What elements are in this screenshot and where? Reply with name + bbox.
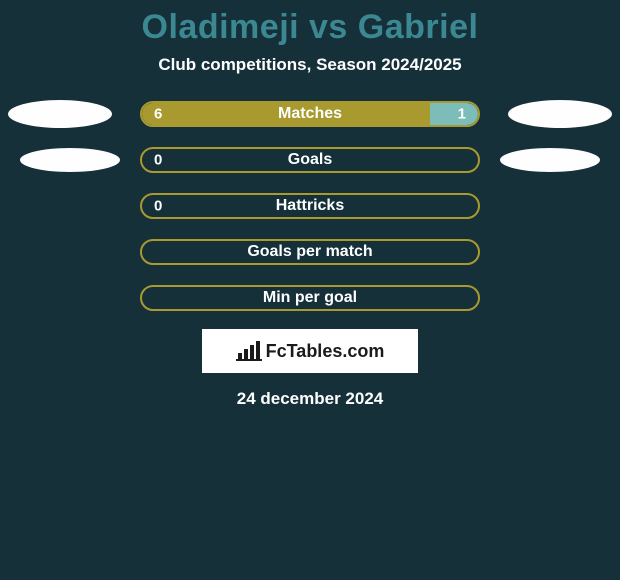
- stat-bar: Goals0: [140, 147, 480, 173]
- stat-bar: Matches6 1: [140, 101, 480, 127]
- stat-rows: Matches61Goals0Hattricks0Goals per match…: [0, 101, 620, 311]
- stat-bar: Min per goal: [140, 285, 480, 311]
- stat-bar-left-value: 0: [154, 198, 162, 215]
- player-right-avatar: [500, 148, 600, 172]
- player-left-avatar: [8, 100, 112, 128]
- stat-bar-label: Matches: [142, 105, 478, 123]
- date-label: 24 december 2024: [0, 389, 620, 409]
- stat-bar-label: Goals per match: [142, 243, 478, 261]
- stat-bar-label: Hattricks: [142, 197, 478, 215]
- logo-text: FcTables.com: [266, 341, 385, 362]
- logo-box: FcTables.com: [202, 329, 418, 373]
- stat-bar-label: Goals: [142, 151, 478, 169]
- player-right-avatar: [508, 100, 612, 128]
- stat-bar-label: Min per goal: [142, 289, 478, 307]
- barchart-icon: [236, 341, 262, 361]
- logo: FcTables.com: [236, 341, 385, 362]
- stat-row: Hattricks0: [0, 193, 620, 219]
- stat-row: Matches6 1: [0, 101, 620, 127]
- stat-bar-left-value: 0: [154, 152, 162, 169]
- stat-bar: Hattricks0: [140, 193, 480, 219]
- stat-row: Min per goal: [0, 285, 620, 311]
- page-title: Oladimeji vs Gabriel: [0, 0, 620, 47]
- subtitle: Club competitions, Season 2024/2025: [0, 55, 620, 75]
- stat-bar-left-value: 6: [154, 106, 162, 123]
- stat-bar: Goals per match: [140, 239, 480, 265]
- stat-row: Goals per match: [0, 239, 620, 265]
- stat-bar-right-value: 1: [458, 106, 466, 123]
- player-left-avatar: [20, 148, 120, 172]
- stat-row: Goals0: [0, 147, 620, 173]
- comparison-infographic: Oladimeji vs Gabriel Club competitions, …: [0, 0, 620, 580]
